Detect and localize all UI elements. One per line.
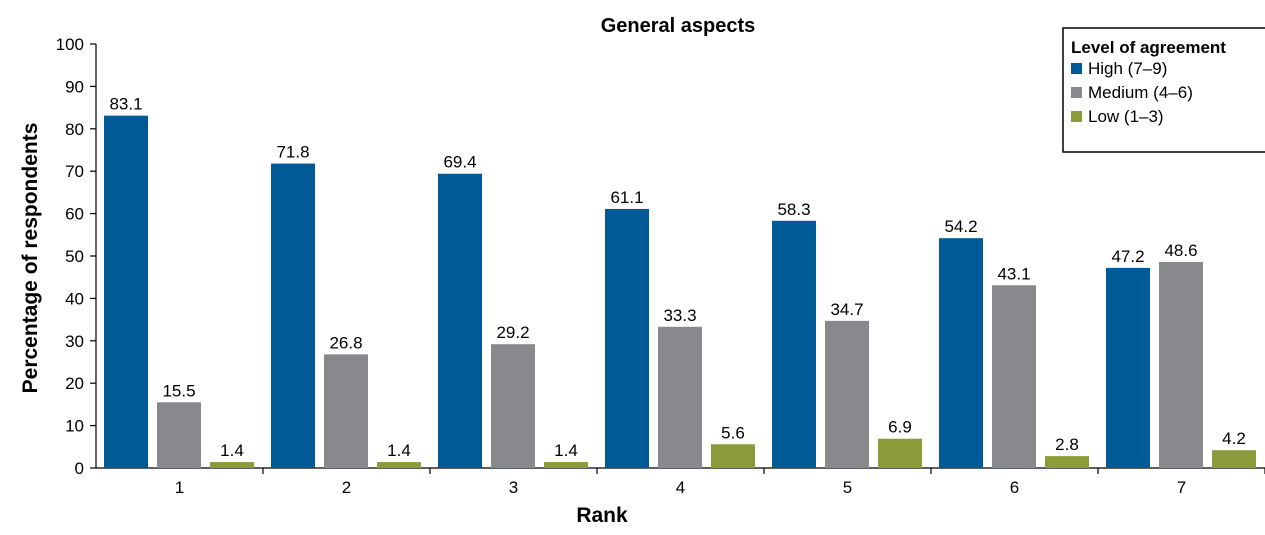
- x-tick-label: 1: [175, 478, 184, 497]
- legend-label: Low (1–3): [1088, 107, 1164, 126]
- bar: [210, 462, 254, 468]
- legend-title: Level of agreement: [1071, 38, 1226, 57]
- data-label: 61.1: [610, 188, 643, 207]
- bar: [544, 462, 588, 468]
- plot-area: 0 10 20 30 40 50 60 70 80 90 100 1 2 3 4 5 6 7 83.1 71.8 69.…: [56, 35, 1265, 497]
- legend-swatch: [1071, 87, 1082, 98]
- data-label: 54.2: [944, 217, 977, 236]
- x-tick-label: 3: [509, 478, 518, 497]
- data-label: 26.8: [329, 333, 362, 352]
- data-label: 47.2: [1111, 247, 1144, 266]
- bar: [377, 462, 421, 468]
- x-tick-label: 4: [676, 478, 685, 497]
- bar: [1106, 267, 1150, 468]
- bar: [825, 320, 869, 468]
- legend-label: Medium (4–6): [1088, 83, 1193, 102]
- data-label: 4.2: [1222, 429, 1246, 448]
- data-label: 48.6: [1164, 241, 1197, 260]
- data-label: 15.5: [162, 381, 195, 400]
- bar: [324, 354, 368, 468]
- bar: [1159, 261, 1203, 468]
- legend: Level of agreement High (7–9) Medium (4–6…: [1062, 27, 1265, 153]
- y-tick-label: 40: [65, 289, 84, 308]
- bar: [104, 115, 148, 468]
- bar: [658, 326, 702, 468]
- legend-label: High (7–9): [1088, 59, 1167, 78]
- data-label: 5.6: [721, 423, 745, 442]
- legend-swatch: [1071, 111, 1082, 122]
- data-label: 83.1: [109, 95, 142, 114]
- data-label: 34.7: [830, 300, 863, 319]
- x-tick-label: 2: [342, 478, 351, 497]
- data-label: 58.3: [777, 200, 810, 219]
- bar: [1045, 456, 1089, 468]
- bar: [772, 220, 816, 468]
- y-tick-label: 80: [65, 120, 84, 139]
- data-label: 6.9: [888, 418, 912, 437]
- x-tick-label: 7: [1177, 478, 1186, 497]
- chart-title: General aspects: [601, 15, 756, 37]
- data-label: 33.3: [663, 306, 696, 325]
- data-label: 29.2: [496, 323, 529, 342]
- legend-swatch: [1071, 63, 1082, 74]
- legend-box: [1062, 27, 1265, 153]
- data-label: 71.8: [276, 143, 309, 162]
- bar: [1212, 450, 1256, 468]
- data-label: 1.4: [554, 441, 578, 460]
- bar: [491, 344, 535, 468]
- data-label: 2.8: [1055, 435, 1079, 454]
- y-tick-label: 50: [65, 247, 84, 266]
- y-tick-label: 60: [65, 205, 84, 224]
- x-tick-label: 5: [843, 478, 852, 497]
- bar: [271, 163, 315, 468]
- data-label: 1.4: [220, 441, 244, 460]
- y-axis-title: Percentage of respondents: [19, 123, 42, 394]
- bar: [711, 444, 755, 468]
- y-tick-label: 100: [56, 35, 84, 54]
- x-axis-title: Rank: [576, 504, 628, 527]
- bar: [605, 208, 649, 468]
- data-label: 69.4: [443, 153, 476, 172]
- data-label: 43.1: [997, 264, 1030, 283]
- y-tick-label: 70: [65, 162, 84, 181]
- bar: [992, 285, 1036, 468]
- bar: [438, 173, 482, 468]
- y-tick-label: 90: [65, 77, 84, 96]
- bar: [878, 438, 922, 468]
- bar: [939, 238, 983, 468]
- x-tick-label: 6: [1010, 478, 1019, 497]
- y-tick-label: 0: [75, 459, 84, 478]
- y-tick-label: 10: [65, 417, 84, 436]
- bar: [157, 402, 201, 468]
- data-label: 1.4: [387, 441, 411, 460]
- y-tick-label: 20: [65, 374, 84, 393]
- y-tick-label: 30: [65, 332, 84, 351]
